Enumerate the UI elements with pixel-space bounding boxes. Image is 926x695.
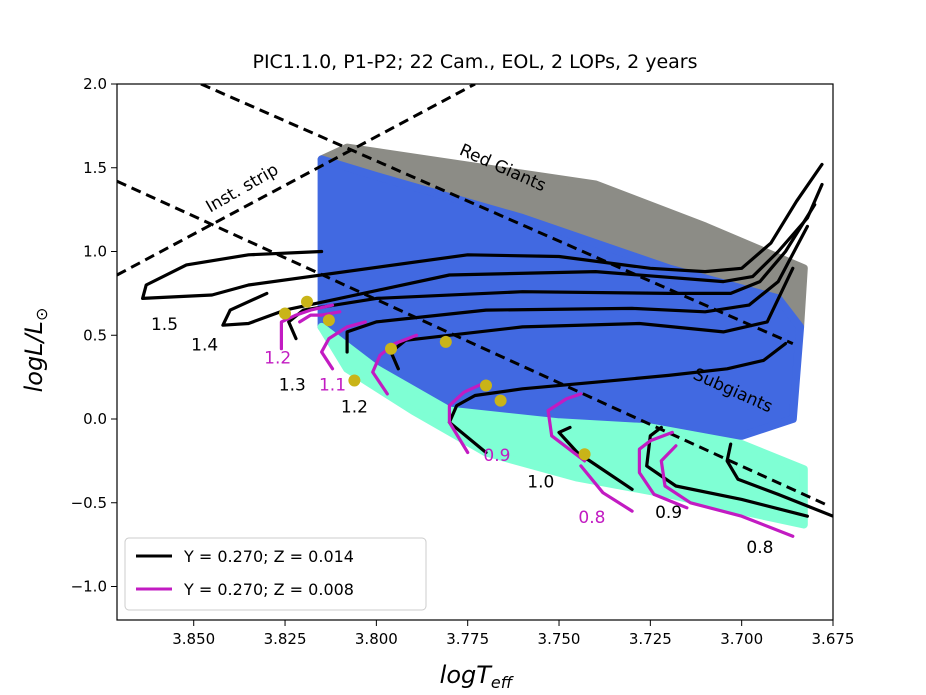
- y-tick-label-1: 1.5: [83, 159, 107, 177]
- track-1-6: [579, 464, 634, 513]
- track-1-4: [447, 380, 488, 455]
- chart-title: PIC1.1.0, P1-P2; 22 Cam., EOL, 2 LOPs, 2…: [252, 51, 697, 73]
- track-0-6: [557, 425, 634, 491]
- legend-label-solar: Y = 0.270; Z = 0.014: [183, 547, 354, 566]
- y-tick-label-3: 0.5: [83, 326, 107, 344]
- track-0-5: [447, 342, 788, 455]
- y-axis-title: logL/L⊙: [20, 308, 51, 393]
- annotation-12: 0.9: [655, 503, 682, 523]
- annotation-9: 0.9: [483, 446, 510, 466]
- y-tick-label-6: −1.0: [71, 578, 107, 596]
- y-axis-label-sub: ⊙: [32, 308, 51, 321]
- marker-point-7: [494, 394, 507, 407]
- x-axis: 3.850 3.825 3.800 3.775 3.750 3.725 3.700 3.675: [172, 620, 854, 648]
- track-0-7: [645, 425, 809, 518]
- annotation-3: 1.5: [151, 315, 178, 335]
- track-0-8: [725, 442, 833, 518]
- x-tick-label-2: 3.800: [355, 630, 398, 648]
- evolution-tracks: [141, 162, 833, 538]
- track-1-8: [659, 444, 795, 538]
- track-1-1: [298, 310, 342, 324]
- y-tick-label-4: 0.0: [83, 410, 107, 428]
- track-0-1: [221, 182, 824, 327]
- x-tick-label-1: 3.825: [264, 630, 307, 648]
- track-0-0: [141, 162, 824, 300]
- marker-point-8: [578, 448, 591, 461]
- track-1-5: [546, 392, 587, 463]
- y-axis: 2.0 1.5 1.0 0.5 0.0 −0.5 −1.0: [71, 75, 117, 596]
- y-axis-label-main: logL/L: [20, 321, 48, 392]
- marker-point-3: [348, 374, 361, 387]
- marker-point-2: [322, 314, 335, 327]
- x-tick-label-3: 3.775: [446, 630, 489, 648]
- marker-points: [279, 295, 591, 461]
- track-1-3: [371, 333, 419, 396]
- annotation-4: 1.4: [191, 335, 218, 355]
- annotation-10: 1.0: [527, 473, 554, 493]
- y-tick-label-2: 1.0: [83, 243, 107, 261]
- track-0-3: [345, 224, 809, 354]
- legend: Y = 0.270; Z = 0.014 Y = 0.270; Z = 0.00…: [124, 537, 427, 611]
- annotation-5: 1.2: [264, 349, 291, 369]
- marker-point-1: [301, 295, 313, 308]
- annotation-7: 1.1: [319, 376, 346, 396]
- annotation-8: 1.2: [341, 397, 368, 417]
- y-tick-label-5: −0.5: [71, 494, 107, 512]
- x-axis-label-sub: eff: [491, 673, 515, 692]
- x-axis-title: logTeff: [440, 661, 515, 692]
- track-1-7: [637, 430, 689, 510]
- annotation-13: 0.8: [746, 538, 773, 558]
- scatter-region-2: [317, 322, 808, 529]
- marker-point-4: [385, 342, 397, 355]
- x-tick-label-5: 3.725: [629, 630, 672, 648]
- track-1-2: [320, 320, 367, 371]
- marker-point-5: [439, 335, 452, 348]
- y-tick-label-0: 2.0: [83, 75, 107, 93]
- track-1-0: [279, 303, 335, 351]
- annotation-11: 0.8: [578, 508, 605, 528]
- reference-line-2: [117, 179, 830, 508]
- x-tick-label-4: 3.750: [538, 630, 581, 648]
- reference-lines: [117, 84, 830, 508]
- reference-line-0: [117, 84, 476, 277]
- plot-frame: [116, 83, 834, 621]
- legend-box: [124, 537, 427, 611]
- x-tick-label-6: 3.700: [720, 630, 763, 648]
- annotation-0: Inst. strip: [203, 160, 282, 217]
- annotation-6: 1.3: [279, 376, 306, 396]
- reference-line-1: [200, 84, 794, 345]
- x-tick-label-7: 3.675: [812, 630, 855, 648]
- marker-point-6: [480, 379, 492, 392]
- marker-point-0: [279, 307, 291, 320]
- x-axis-label-main: logT: [440, 661, 494, 689]
- legend-label-metalpoor: Y = 0.270; Z = 0.008: [183, 580, 354, 599]
- x-tick-label-0: 3.850: [172, 630, 215, 648]
